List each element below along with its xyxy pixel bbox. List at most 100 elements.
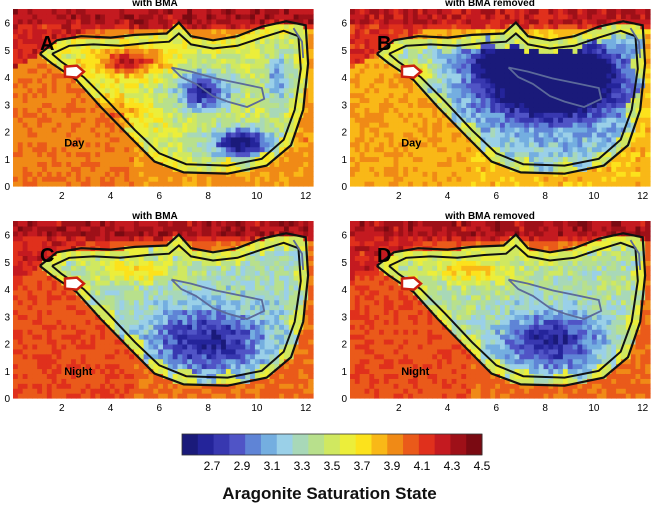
heatmap-cell bbox=[95, 127, 101, 133]
heatmap-cell bbox=[437, 136, 443, 143]
heatmap-cell bbox=[475, 53, 482, 59]
heatmap-cell bbox=[32, 348, 38, 355]
heatmap-cell bbox=[417, 171, 424, 177]
heatmap-cell bbox=[37, 245, 43, 252]
heatmap-cell bbox=[85, 141, 92, 148]
heatmap-cell bbox=[225, 107, 232, 113]
heatmap-cell bbox=[245, 23, 251, 30]
heatmap-cell bbox=[412, 181, 419, 187]
heatmap-cell bbox=[408, 77, 414, 84]
heatmap-cell bbox=[456, 161, 462, 167]
heatmap-cell bbox=[403, 112, 409, 118]
heatmap-cell bbox=[27, 122, 33, 128]
heatmap-cell bbox=[548, 127, 554, 133]
heatmap-cell bbox=[359, 18, 366, 25]
heatmap-cell bbox=[196, 92, 203, 99]
heatmap-cell bbox=[245, 151, 251, 158]
heatmap-cell bbox=[37, 156, 43, 163]
heatmap-cell bbox=[393, 28, 399, 35]
heatmap-cell bbox=[37, 136, 43, 143]
heatmap-cell bbox=[201, 53, 208, 59]
heatmap-cell bbox=[490, 112, 496, 118]
heatmap-cell bbox=[408, 151, 414, 158]
heatmap-cell bbox=[524, 141, 530, 148]
heatmap-cell bbox=[529, 77, 535, 84]
heatmap-cell bbox=[412, 48, 419, 54]
heatmap-cell bbox=[620, 156, 627, 163]
heatmap-cell bbox=[216, 107, 222, 113]
heatmap-cell bbox=[192, 87, 198, 94]
heatmap-cell bbox=[250, 77, 256, 84]
heatmap-cell bbox=[470, 122, 477, 128]
heatmap-cell bbox=[66, 358, 72, 365]
heatmap-cell bbox=[22, 102, 29, 108]
heatmap-cell bbox=[119, 48, 125, 54]
heatmap-cell bbox=[245, 176, 251, 182]
heatmap-cell bbox=[625, 68, 632, 74]
heatmap-cell bbox=[264, 166, 271, 172]
heatmap-cell bbox=[153, 127, 159, 133]
heatmap-cell bbox=[524, 18, 530, 25]
heatmap-cell bbox=[625, 43, 632, 49]
heatmap-cell bbox=[245, 161, 251, 167]
heatmap-cell bbox=[250, 181, 256, 187]
heatmap-cell bbox=[383, 18, 390, 25]
heatmap-cell bbox=[451, 68, 458, 74]
heatmap-cell bbox=[553, 72, 559, 79]
heatmap-cell bbox=[456, 122, 462, 128]
heatmap-cell bbox=[562, 131, 569, 138]
heatmap-cell bbox=[37, 329, 43, 335]
heatmap-cell bbox=[22, 324, 29, 330]
heatmap-cell bbox=[514, 117, 520, 123]
heatmap-cell bbox=[543, 141, 549, 148]
heatmap-cell bbox=[308, 181, 314, 187]
heatmap-cell bbox=[529, 18, 535, 25]
heatmap-cell bbox=[153, 33, 159, 40]
heatmap-cell bbox=[606, 9, 612, 15]
heatmap-cell bbox=[582, 127, 588, 133]
heatmap-cell bbox=[167, 53, 174, 59]
heatmap-cell bbox=[177, 117, 183, 123]
heatmap-cell bbox=[495, 146, 501, 153]
heatmap-cell bbox=[109, 48, 116, 54]
heatmap-cell bbox=[630, 38, 637, 45]
heatmap-cell bbox=[230, 176, 237, 182]
heatmap-cell bbox=[104, 43, 111, 49]
heatmap-cell bbox=[485, 33, 491, 40]
heatmap-cell bbox=[216, 82, 222, 89]
heatmap-cell bbox=[17, 92, 24, 99]
heatmap-cell bbox=[13, 363, 19, 370]
heatmap-cell bbox=[635, 72, 641, 79]
heatmap-cell bbox=[167, 176, 174, 182]
heatmap-cell bbox=[587, 77, 593, 84]
heatmap-cell bbox=[490, 151, 496, 158]
heatmap-cell bbox=[288, 28, 295, 35]
heatmap-cell bbox=[42, 112, 48, 118]
heatmap-cell bbox=[427, 53, 433, 59]
heatmap-cell bbox=[303, 58, 309, 64]
heatmap-cell bbox=[509, 102, 516, 108]
heatmap-cell bbox=[201, 18, 208, 25]
heatmap-cell bbox=[51, 221, 58, 227]
heatmap-cell bbox=[187, 127, 193, 133]
heatmap-cell bbox=[393, 63, 399, 69]
heatmap-cell bbox=[143, 92, 150, 99]
heatmap-cell bbox=[446, 92, 453, 99]
heatmap-cell bbox=[240, 23, 246, 30]
heatmap-cell bbox=[17, 58, 24, 64]
heatmap-cell bbox=[645, 33, 651, 40]
heatmap-cell bbox=[640, 92, 646, 99]
heatmap-cell bbox=[524, 122, 530, 128]
heatmap-cell bbox=[109, 146, 116, 153]
heatmap-cell bbox=[192, 141, 198, 148]
heatmap-cell bbox=[470, 176, 477, 182]
heatmap-cell bbox=[182, 171, 188, 177]
heatmap-cell bbox=[196, 176, 203, 182]
heatmap-cell bbox=[567, 102, 574, 108]
heatmap-cell bbox=[466, 43, 472, 49]
heatmap-cell bbox=[398, 122, 404, 128]
heatmap-cell bbox=[201, 28, 208, 35]
heatmap-cell bbox=[529, 181, 535, 187]
heatmap-cell bbox=[611, 72, 617, 79]
heatmap-cell bbox=[22, 363, 29, 370]
